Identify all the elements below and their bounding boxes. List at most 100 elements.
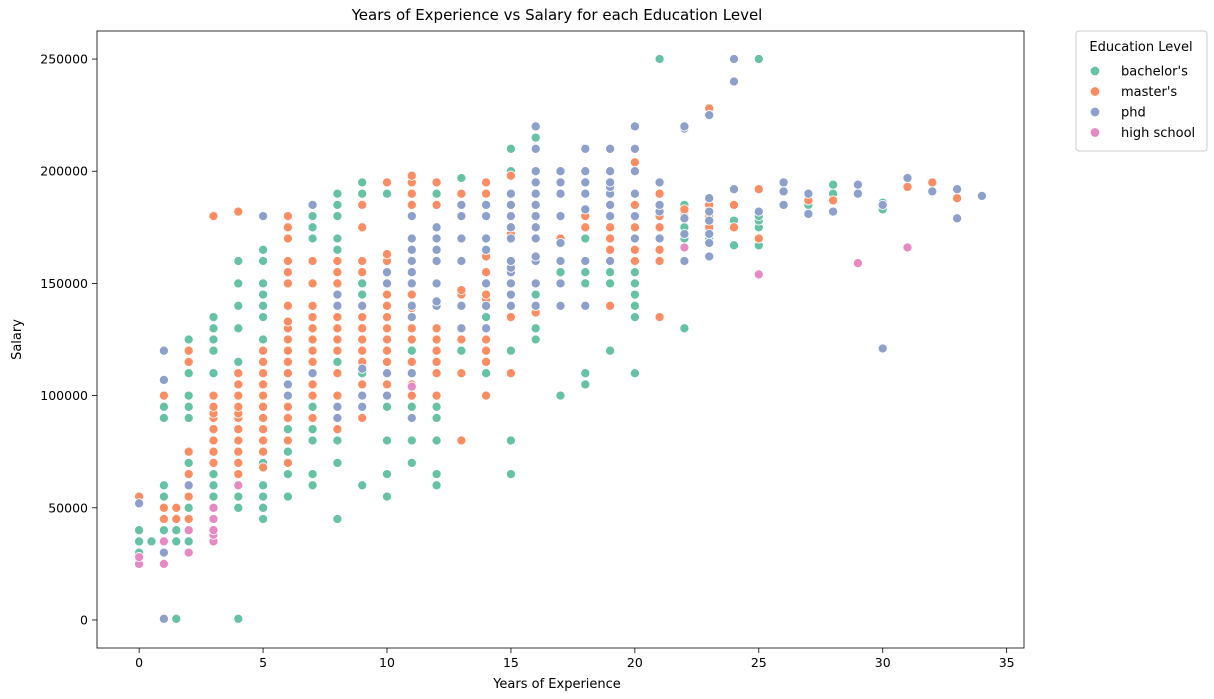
data-point: [381, 345, 393, 356]
data-point: [233, 469, 244, 480]
data-point: [654, 177, 665, 188]
data-point: [530, 222, 541, 233]
data-point: [406, 412, 417, 424]
data-point: [505, 233, 516, 244]
data-point: [381, 300, 393, 311]
data-point: [406, 356, 417, 367]
data-point: [183, 345, 194, 356]
data-point: [381, 356, 393, 367]
data-point: [976, 190, 987, 201]
data-point: [927, 186, 938, 197]
data-point: [505, 278, 516, 289]
data-point: [505, 345, 516, 356]
data-point: [555, 166, 566, 177]
data-point: [307, 334, 318, 345]
data-point: [158, 345, 169, 356]
data-point: [208, 435, 219, 446]
data-point: [258, 312, 269, 323]
data-point: [852, 188, 863, 199]
data-point: [456, 345, 467, 356]
data-point: [852, 179, 863, 190]
data-point: [530, 132, 541, 143]
data-point: [282, 469, 293, 480]
data-point: [357, 188, 368, 199]
data-point: [530, 289, 541, 300]
data-point: [555, 278, 566, 289]
data-point: [183, 412, 194, 424]
legend-label: high school: [1121, 126, 1195, 141]
data-point: [171, 513, 182, 525]
data-point: [282, 356, 293, 367]
data-point: [654, 222, 665, 233]
y-tick-label: 200000: [40, 164, 88, 179]
data-point: [481, 368, 492, 379]
data-point: [629, 255, 640, 267]
data-point: [505, 435, 516, 446]
data-point: [282, 390, 293, 401]
data-point: [481, 278, 492, 289]
data-point: [406, 211, 417, 222]
data-point: [208, 525, 219, 536]
data-point: [629, 289, 640, 300]
y-axis-ticks: 0 50000 100000 150000 200000 250000: [40, 52, 97, 627]
data-point: [171, 525, 182, 536]
data-point: [481, 390, 492, 401]
data-point: [158, 547, 169, 558]
data-point: [530, 188, 541, 199]
data-point: [778, 177, 789, 188]
data-point: [183, 491, 194, 502]
data-point: [357, 222, 368, 233]
data-point: [530, 251, 541, 262]
data-point: [307, 356, 318, 367]
data-point: [728, 53, 740, 65]
data-point: [332, 244, 343, 255]
plot-area-frame: [96, 30, 1025, 649]
data-point: [307, 312, 318, 323]
data-point: [530, 199, 541, 210]
data-point: [282, 334, 293, 345]
data-point: [258, 356, 269, 367]
data-point: [258, 502, 269, 513]
y-tick-label: 250000: [40, 52, 88, 67]
data-point: [357, 379, 368, 390]
data-point: [679, 213, 690, 224]
legend-item: phd: [1089, 106, 1146, 121]
data-point: [555, 177, 566, 188]
data-point: [208, 469, 219, 480]
y-tick-label: 100000: [40, 388, 88, 403]
data-point: [555, 255, 566, 267]
data-point: [233, 206, 244, 217]
data-point: [704, 110, 715, 121]
data-point: [505, 368, 516, 379]
data-point: [778, 186, 789, 197]
data-point: [208, 491, 219, 502]
legend: Education Level bachelor's master's phd hig…: [1075, 30, 1208, 152]
y-tick-label: 50000: [48, 500, 88, 515]
x-axis-label: Years of Experience: [492, 677, 621, 692]
data-point: [332, 457, 343, 468]
data-point: [258, 300, 269, 311]
data-point: [580, 368, 591, 379]
legend-label: master's: [1121, 85, 1177, 100]
data-point: [505, 170, 516, 181]
data-point: [357, 289, 368, 300]
data-point: [357, 480, 368, 491]
data-point: [183, 480, 194, 491]
data-point: [258, 435, 269, 446]
data-point: [605, 233, 616, 244]
data-point: [753, 269, 764, 280]
data-point: [580, 177, 591, 188]
data-point: [530, 121, 541, 132]
data-point: [332, 233, 343, 244]
data-point: [629, 166, 640, 177]
data-point: [381, 379, 393, 390]
data-point: [258, 278, 269, 289]
data-point: [679, 204, 690, 215]
data-point: [902, 172, 913, 184]
data-point: [406, 199, 417, 210]
data-point: [208, 457, 219, 468]
data-point: [580, 255, 591, 267]
data-point: [406, 255, 417, 267]
data-point: [282, 211, 293, 222]
